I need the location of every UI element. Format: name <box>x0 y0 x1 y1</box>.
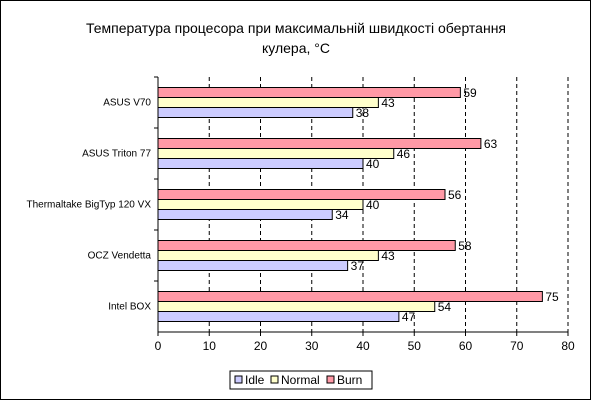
data-label: 40 <box>366 198 380 212</box>
bar-burn <box>157 138 482 149</box>
category-label: ASUS V70 <box>103 98 151 109</box>
bar-burn <box>157 291 543 302</box>
x-tick-label: 30 <box>305 339 319 353</box>
bar-normal <box>157 148 395 159</box>
x-tick-label: 10 <box>203 339 217 353</box>
x-tick-label: 70 <box>510 339 524 353</box>
data-label: 34 <box>335 208 349 222</box>
data-label: 43 <box>381 96 395 110</box>
category-label: ASUS Triton 77 <box>82 149 151 160</box>
data-label: 56 <box>448 188 462 202</box>
x-tick-label: 40 <box>356 339 370 353</box>
bar-normal <box>157 250 379 261</box>
legend-label-normal: Normal <box>281 373 320 387</box>
category-label: Thermaltake BigTyp 120 VX <box>26 200 151 211</box>
x-tick-label: 20 <box>254 339 268 353</box>
data-label: 75 <box>545 290 559 304</box>
category-label: Intel BOX <box>108 302 151 313</box>
data-label: 37 <box>351 259 365 273</box>
data-label: 38 <box>356 106 370 120</box>
bar-idle <box>157 311 400 322</box>
data-label: 59 <box>463 86 477 100</box>
legend-swatch-normal <box>270 375 279 384</box>
x-tick-label: 60 <box>459 339 473 353</box>
bar-normal <box>157 301 436 312</box>
bar-idle <box>157 260 349 271</box>
data-label: 46 <box>397 147 411 161</box>
legend-box <box>229 370 373 390</box>
x-tick-label: 80 <box>561 339 575 353</box>
bar-normal <box>157 199 364 210</box>
bar-burn <box>157 240 456 251</box>
x-tick-label: 50 <box>408 339 422 353</box>
data-label: 58 <box>458 239 472 253</box>
data-label: 43 <box>381 249 395 263</box>
bar-burn <box>157 87 461 98</box>
data-label: 63 <box>484 137 498 151</box>
bar-normal <box>157 97 379 108</box>
bar-idle <box>157 209 333 220</box>
data-label: 47 <box>402 310 416 324</box>
chart-title: Температура процесора при максимальній ш… <box>85 20 507 56</box>
legend-swatch-idle <box>234 375 243 384</box>
bar-idle <box>157 107 354 118</box>
bar-idle <box>157 158 364 169</box>
legend-label-idle: Idle <box>245 373 265 387</box>
x-tick-label: 0 <box>155 339 162 353</box>
category-label: OCZ Vendetta <box>88 251 152 262</box>
legend-swatch-burn <box>326 375 335 384</box>
legend-label-burn: Burn <box>337 373 362 387</box>
data-label: 40 <box>366 157 380 171</box>
data-label: 54 <box>438 300 452 314</box>
bar-burn <box>157 189 446 200</box>
